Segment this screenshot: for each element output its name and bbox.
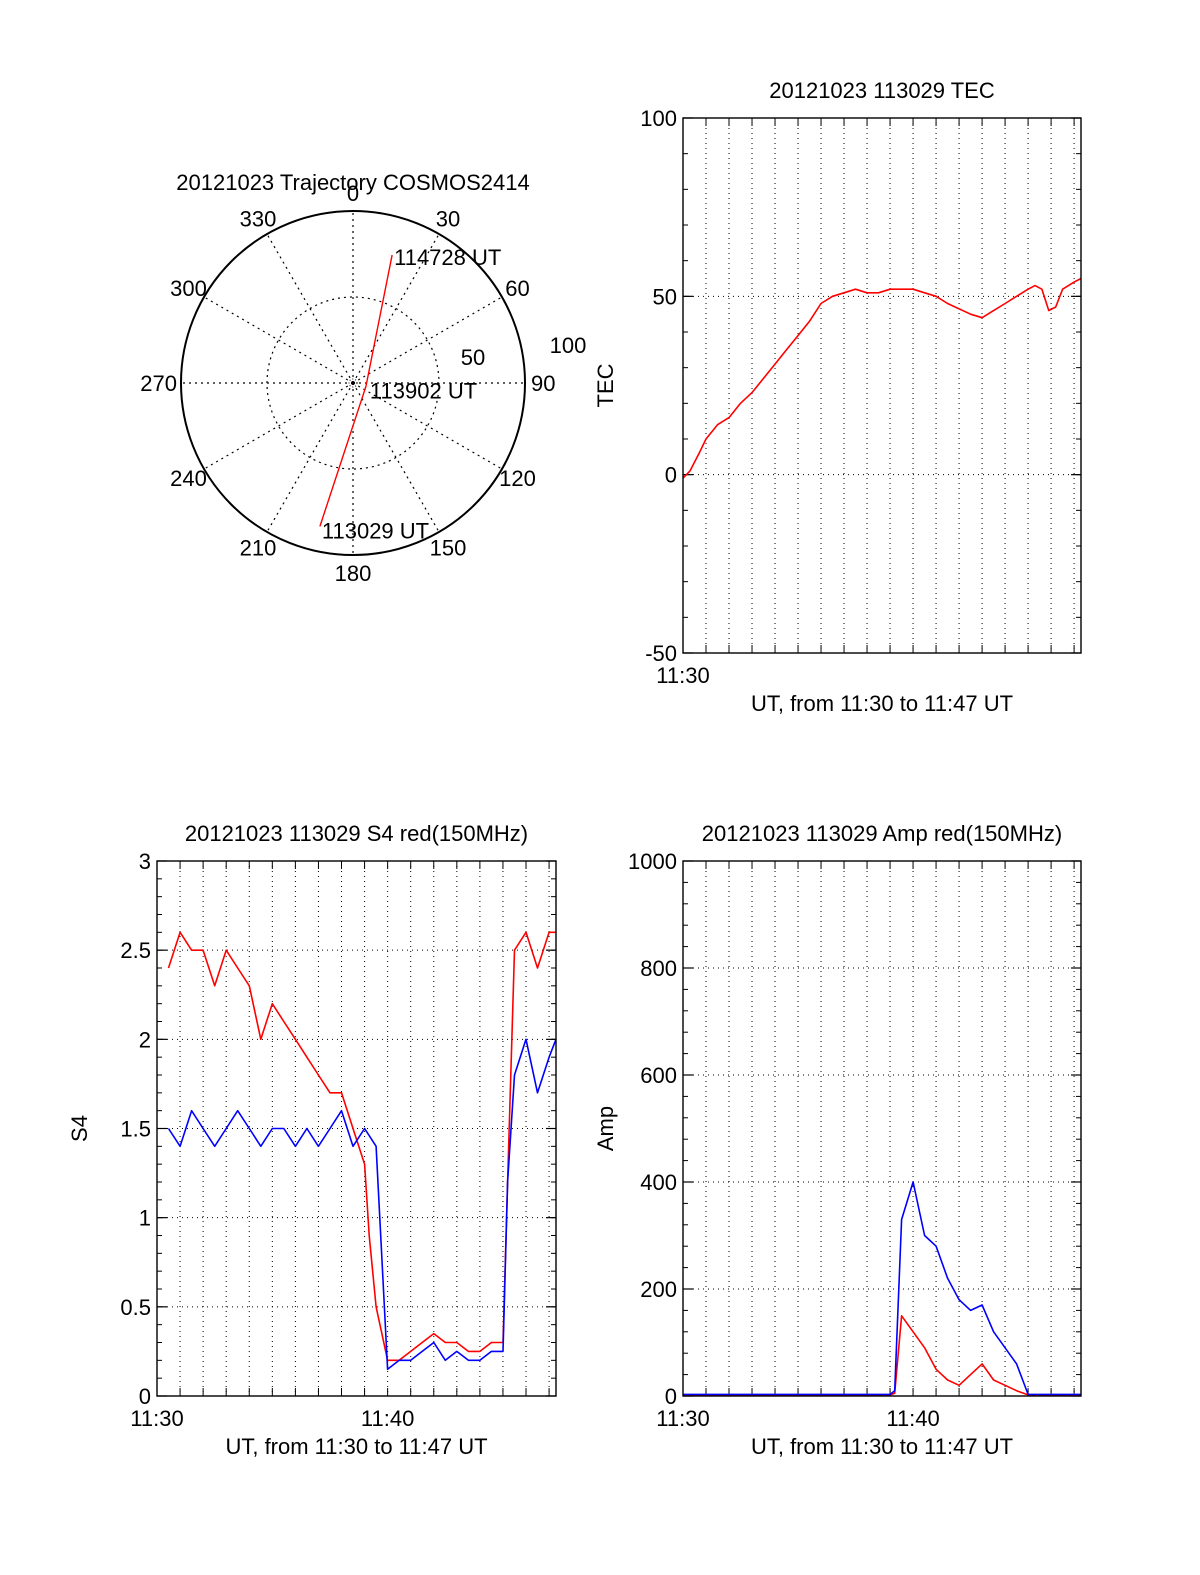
polar-spoke bbox=[203, 296, 354, 384]
tec-y-axis-label: TEC bbox=[593, 363, 618, 407]
polar-grid bbox=[180, 210, 526, 556]
tec-title: 20121023 113029 TEC bbox=[769, 78, 995, 103]
s4-x-axis-label: UT, from 11:30 to 11:47 UT bbox=[225, 1434, 487, 1459]
tec-x-axis-label: UT, from 11:30 to 11:47 UT bbox=[751, 691, 1013, 716]
tec-y-tick-label: 100 bbox=[640, 106, 677, 131]
trajectory-polar-plot: 20121023 Trajectory COSMOS2414 0 30 60 90 12… bbox=[140, 170, 586, 586]
amp-y-tick-label: 400 bbox=[640, 1170, 677, 1195]
tec-y-tick-label: -50 bbox=[645, 641, 677, 666]
polar-angle-labels: 0 30 60 90 120 150 180 210 240 270 300 330 bbox=[140, 181, 555, 586]
polar-spoke bbox=[352, 382, 503, 470]
trajectory-title: 20121023 Trajectory COSMOS2414 bbox=[176, 170, 529, 195]
polar-angle-label: 30 bbox=[436, 206, 460, 231]
amp-x-tick-label: 11:30 bbox=[656, 1406, 709, 1431]
amp-axes-box bbox=[682, 860, 1082, 1397]
trajectory-line bbox=[319, 254, 393, 527]
amp-y-tick-label: 1000 bbox=[628, 849, 677, 874]
polar-angle-label: 270 bbox=[140, 371, 177, 396]
tec-plot: 20121023 113029 TEC UT, from 11:30 to 11… bbox=[593, 78, 1082, 716]
polar-angle-label: 210 bbox=[240, 536, 277, 561]
polar-spoke bbox=[266, 233, 354, 384]
trajectory-point-label: 113902 UT bbox=[370, 378, 477, 403]
amp-y-tick-label: 0 bbox=[665, 1384, 677, 1409]
polar-spoke bbox=[266, 382, 354, 533]
s4-series-line bbox=[167, 1038, 557, 1371]
tec-series-line bbox=[682, 277, 1082, 479]
s4-title: 20121023 113029 S4 red(150MHz) bbox=[185, 821, 528, 846]
amp-frame: 0 200 400 600 800 1000 11:30 11:40 bbox=[628, 849, 1082, 1431]
s4-y-tick-label: 1.5 bbox=[120, 1117, 151, 1142]
amp-y-tick-label: 600 bbox=[640, 1063, 677, 1088]
polar-angle-label: 120 bbox=[499, 466, 536, 491]
polar-radial-labels: 50 100 bbox=[461, 333, 587, 370]
polar-spoke bbox=[352, 382, 440, 533]
polar-center-circle bbox=[348, 378, 358, 388]
s4-y-axis-label: S4 bbox=[67, 1115, 92, 1142]
polar-angle-label: 240 bbox=[170, 466, 207, 491]
polar-spoke bbox=[203, 382, 354, 470]
polar-angle-label: 60 bbox=[505, 276, 529, 301]
polar-outer-circle bbox=[180, 210, 526, 556]
tec-y-tick-label: 0 bbox=[665, 463, 677, 488]
trajectory-track: 114728 UT 113902 UT 113029 UT bbox=[319, 245, 501, 543]
amp-title: 20121023 113029 Amp red(150MHz) bbox=[702, 821, 1062, 846]
tec-axes-box bbox=[682, 117, 1082, 654]
amp-series-line bbox=[683, 1315, 1081, 1396]
polar-radial-label: 50 bbox=[461, 345, 485, 370]
polar-angle-label: 300 bbox=[170, 276, 207, 301]
polar-angle-label: 180 bbox=[335, 561, 372, 586]
trajectory-point-label: 113029 UT bbox=[322, 518, 429, 543]
amp-plot: 20121023 113029 Amp red(150MHz) UT, from… bbox=[593, 821, 1082, 1459]
polar-angle-label: 150 bbox=[430, 536, 467, 561]
tec-x-tick-label: 11:30 bbox=[656, 663, 709, 688]
tec-y-tick-label: 50 bbox=[653, 284, 677, 309]
s4-frame: 0 0.5 1 1.5 2 2.5 3 11:30 11:40 bbox=[120, 849, 557, 1431]
s4-y-tick-label: 3 bbox=[139, 849, 151, 874]
trajectory-point-label: 114728 UT bbox=[394, 245, 501, 270]
s4-x-tick-label: 11:40 bbox=[361, 1406, 414, 1431]
polar-angle-label: 0 bbox=[347, 181, 359, 206]
tec-frame: -50 0 50 100 11:30 bbox=[640, 106, 1082, 688]
s4-y-tick-label: 0.5 bbox=[120, 1295, 151, 1320]
s4-y-tick-label: 2.5 bbox=[120, 938, 151, 963]
amp-series-line bbox=[683, 1181, 1081, 1396]
amp-y-tick-label: 200 bbox=[640, 1277, 677, 1302]
amp-x-axis-label: UT, from 11:30 to 11:47 UT bbox=[751, 1434, 1013, 1459]
s4-axes-box bbox=[156, 860, 557, 1397]
s4-y-tick-label: 2 bbox=[139, 1027, 151, 1052]
amp-y-tick-label: 800 bbox=[640, 956, 677, 981]
amp-x-tick-label: 11:40 bbox=[886, 1406, 939, 1431]
s4-y-tick-label: 0 bbox=[139, 1384, 151, 1409]
s4-y-tick-label: 1 bbox=[139, 1206, 151, 1231]
polar-angle-label: 330 bbox=[240, 206, 277, 231]
s4-plot: 20121023 113029 S4 red(150MHz) UT, from … bbox=[67, 821, 557, 1459]
s4-x-tick-label: 11:30 bbox=[130, 1406, 183, 1431]
polar-spoke bbox=[352, 233, 440, 384]
polar-angle-label: 90 bbox=[531, 371, 555, 396]
polar-spoke bbox=[352, 296, 503, 384]
polar-radial-label: 100 bbox=[550, 333, 587, 358]
amp-y-axis-label: Amp bbox=[593, 1106, 618, 1151]
